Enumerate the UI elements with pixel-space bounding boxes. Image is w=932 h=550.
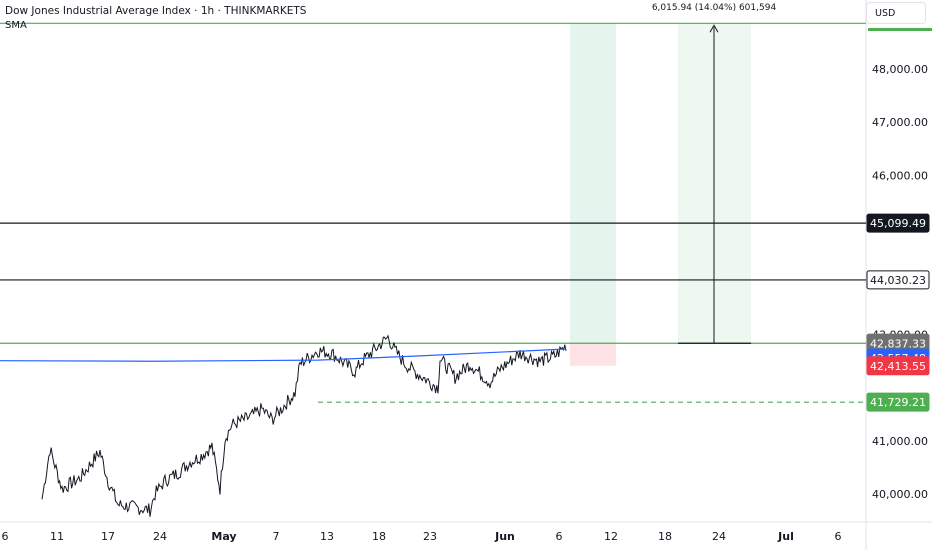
time-tick-label: 24 <box>153 530 167 543</box>
measure-tool-label: 6,015.94 (14.04%) 601,594 <box>651 3 777 13</box>
sma-line[interactable] <box>0 348 567 362</box>
time-tick-label: May <box>211 530 236 543</box>
price-tick-label: 48,000.00 <box>872 63 928 76</box>
time-tick-label: 7 <box>273 530 280 543</box>
price-tag[interactable] <box>866 392 930 412</box>
time-tick-label: 23 <box>423 530 437 543</box>
time-tick-label: 12 <box>604 530 618 543</box>
time-tick-label: 6 <box>835 530 842 543</box>
measure-arrow-head <box>709 24 719 33</box>
price-tag[interactable] <box>866 213 930 233</box>
time-tick-label: 13 <box>320 530 334 543</box>
target-zone[interactable] <box>570 23 616 344</box>
time-tick-label: Jun <box>494 530 515 543</box>
time-tick-label: 18 <box>372 530 386 543</box>
price-tag-label: 42,837.33 <box>870 337 926 350</box>
price-tick-label: 46,000.00 <box>872 169 928 182</box>
price-tick-label: 40,000.00 <box>872 488 928 501</box>
price-tag[interactable] <box>866 270 930 290</box>
currency-underline <box>868 28 932 31</box>
time-tick-label: 18 <box>658 530 672 543</box>
time-tick-label: 24 <box>712 530 726 543</box>
time-tick-label: 17 <box>101 530 115 543</box>
price-tag-label: 45,099.49 <box>870 217 926 230</box>
time-tick-label: 11 <box>50 530 64 543</box>
price-tag-label: 41,729.21 <box>870 396 926 409</box>
price-tag[interactable] <box>866 356 930 376</box>
time-tick-label: 6 <box>556 530 563 543</box>
price-series[interactable] <box>41 334 567 517</box>
stop-zone[interactable] <box>570 343 616 366</box>
time-tick-label: 6 <box>2 530 9 543</box>
price-tag-label: 42,413.55 <box>870 360 926 373</box>
price-tag-label: 44,030.23 <box>870 274 926 287</box>
price-tick-label: 41,000.00 <box>872 435 928 448</box>
symbol-title[interactable]: Dow Jones Industrial Average Index · 1h … <box>5 5 307 17</box>
price-tick-label: 47,000.00 <box>872 116 928 129</box>
currency-button[interactable]: USD <box>866 2 926 24</box>
sma-indicator-label[interactable]: SMA <box>5 20 27 31</box>
time-tick-label: Jul <box>777 530 794 543</box>
